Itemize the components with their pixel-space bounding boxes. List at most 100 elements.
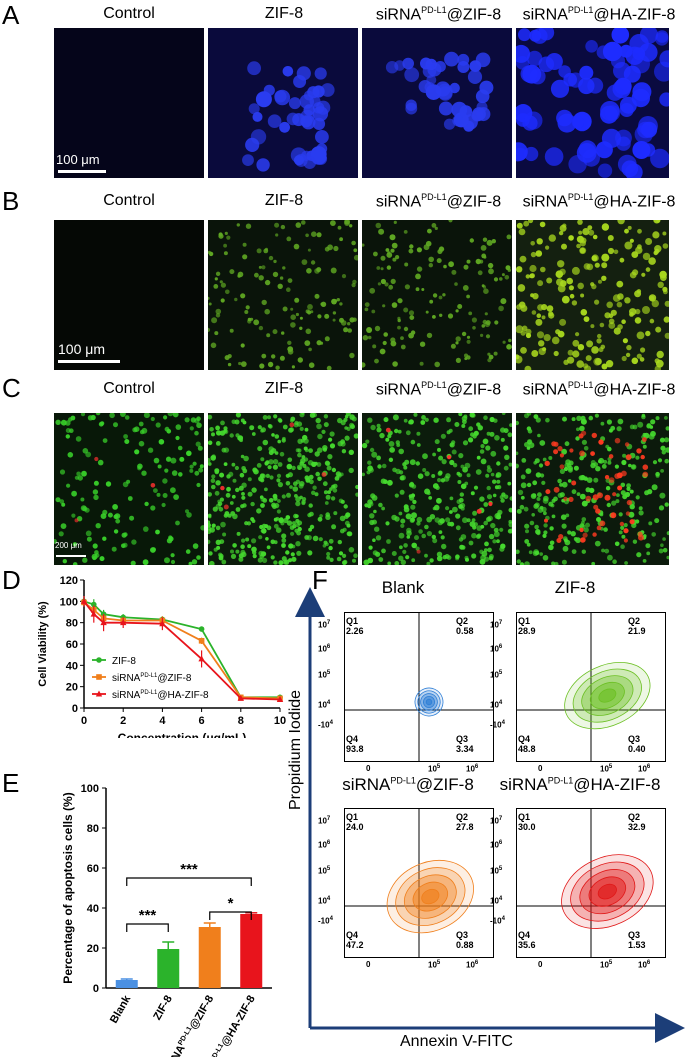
cell-blob [273, 540, 278, 545]
cell-blob [535, 472, 542, 478]
cell-blob [481, 324, 486, 328]
cell-blob [490, 450, 497, 457]
cell-blob [185, 509, 189, 514]
cell-blob [643, 534, 647, 538]
cell-blob [344, 426, 348, 430]
cell-blob [598, 439, 604, 445]
cell-blob [615, 499, 620, 504]
cell-blob [482, 438, 489, 445]
cell-blob [605, 486, 611, 491]
cell-blob [483, 415, 488, 420]
cell-blob [265, 473, 270, 478]
cell-blob [368, 545, 373, 550]
cell-blob [501, 273, 505, 277]
cell-blob [434, 361, 440, 368]
cell-blob [208, 462, 212, 466]
cell-blob [635, 308, 641, 315]
cell-blob [535, 529, 541, 535]
cell-blob [256, 158, 270, 172]
cell-blob [406, 527, 412, 534]
cell-blob [124, 415, 130, 420]
cell-blob [165, 456, 172, 462]
cell-blob [343, 327, 349, 333]
cell-blob [631, 357, 639, 365]
cell-blob [486, 485, 491, 491]
cell-blob [352, 558, 356, 563]
cell-blob [230, 553, 237, 559]
data-point [80, 597, 88, 604]
cell-blob [571, 266, 580, 275]
x-tick-label: 2 [120, 715, 126, 727]
cell-blob [307, 304, 313, 310]
cell-blob [538, 340, 545, 347]
cell-blob [525, 529, 529, 534]
cell-blob [592, 234, 598, 240]
cell-blob [651, 532, 656, 537]
y-axis-label: Cell Viability (%) [37, 601, 49, 687]
cell-blob [400, 474, 406, 481]
cell-blob [208, 551, 213, 556]
cell-blob [523, 220, 530, 227]
cell-blob [424, 524, 429, 530]
cell-blob [427, 228, 432, 234]
cell-blob [113, 422, 118, 428]
cell-blob [642, 471, 649, 478]
cell-blob [486, 239, 493, 246]
cell-blob [279, 451, 285, 457]
cell-blob [473, 522, 478, 527]
cell-blob [168, 535, 173, 540]
cell-blob [596, 525, 602, 531]
cell-blob [275, 365, 280, 370]
cell-blob [627, 225, 632, 230]
cell-blob [642, 306, 650, 314]
cell-blob [620, 544, 625, 549]
cell-blob [556, 538, 562, 543]
cell-blob [349, 352, 355, 359]
cell-blob [536, 238, 543, 245]
cell-blob [65, 428, 71, 433]
cell-blob [341, 274, 347, 279]
cell-blob [601, 363, 608, 370]
cell-blob [390, 278, 396, 284]
cell-blob [432, 315, 436, 319]
title-zif8: ZIF-8 [264, 380, 304, 397]
cell-blob [601, 464, 607, 469]
cell-blob [594, 413, 599, 418]
cell-blob [280, 224, 286, 230]
cell-blob [636, 552, 642, 558]
cell-blob [529, 520, 535, 526]
cell-blob [239, 472, 245, 478]
cell-blob [398, 448, 404, 455]
cell-blob [581, 439, 587, 445]
cell-blob [462, 419, 467, 425]
quadrant-q2: Q2 21.9 [628, 616, 646, 636]
cell-blob [272, 329, 278, 335]
cell-blob [408, 310, 415, 316]
cell-blob [347, 328, 352, 333]
cell-blob [153, 488, 158, 493]
cell-blob [406, 535, 411, 539]
cell-blob [325, 461, 331, 467]
cell-blob [637, 531, 643, 537]
cell-blob [589, 488, 594, 493]
cell-blob [236, 223, 240, 227]
cell-blob [199, 464, 204, 469]
x-tick-label: 0 [81, 715, 87, 727]
cell-blob [208, 251, 214, 257]
cell-blob [261, 265, 266, 270]
cell-blob [380, 278, 386, 285]
cell-blob [218, 507, 224, 512]
cell-blob [215, 313, 221, 318]
cell-blob [526, 542, 531, 547]
cell-blob [258, 535, 263, 540]
cell-blob [318, 537, 323, 542]
cell-blob [344, 220, 350, 226]
cell-blob [379, 348, 386, 355]
title-sirna-ha-zif8: siRNAPD-L1@HA-ZIF-8 [522, 5, 676, 24]
cell-blob [484, 312, 488, 316]
cell-blob [301, 455, 306, 459]
cell-blob [295, 501, 301, 507]
cell-blob [400, 344, 406, 350]
cell-blob [445, 506, 450, 511]
cell-blob [142, 559, 149, 565]
